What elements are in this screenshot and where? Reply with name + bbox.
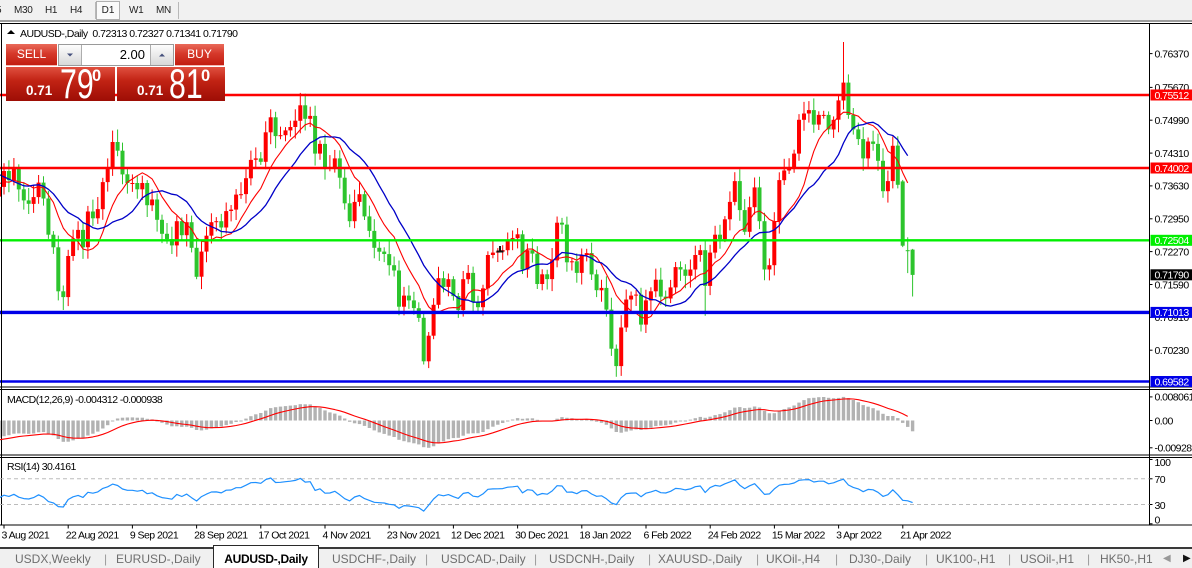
svg-text:23 Nov 2021: 23 Nov 2021 — [387, 530, 441, 542]
svg-text:18 Jan 2022: 18 Jan 2022 — [579, 530, 631, 542]
svg-text:28 Sep 2021: 28 Sep 2021 — [194, 530, 248, 542]
svg-text:0: 0 — [1155, 514, 1161, 526]
svg-text:0.76370: 0.76370 — [1155, 48, 1190, 60]
svg-text:21 Apr 2022: 21 Apr 2022 — [900, 530, 951, 542]
svg-text:3 Aug 2021: 3 Aug 2021 — [2, 530, 50, 542]
svg-text:0.71013: 0.71013 — [1155, 307, 1190, 319]
svg-text:12 Dec 2021: 12 Dec 2021 — [451, 530, 505, 542]
svg-text:0.74990: 0.74990 — [1155, 115, 1190, 127]
svg-text:100: 100 — [1155, 457, 1172, 469]
svg-text:0.75512: 0.75512 — [1155, 90, 1190, 102]
svg-text:9 Sep 2021: 9 Sep 2021 — [130, 530, 179, 542]
svg-text:15 Mar 2022: 15 Mar 2022 — [772, 530, 826, 542]
svg-text:0.008061: 0.008061 — [1155, 392, 1192, 404]
svg-text:0.71790: 0.71790 — [1155, 270, 1190, 282]
svg-text:RSI(14) 30.4161: RSI(14) 30.4161 — [7, 461, 77, 473]
svg-text:0.00: 0.00 — [1155, 415, 1174, 427]
svg-text:3 Apr 2022: 3 Apr 2022 — [836, 530, 882, 542]
svg-text:6 Feb 2022: 6 Feb 2022 — [644, 530, 692, 542]
svg-text:24 Feb 2022: 24 Feb 2022 — [708, 530, 762, 542]
svg-text:0.71590: 0.71590 — [1155, 279, 1190, 291]
svg-text:30: 30 — [1155, 500, 1166, 512]
svg-text:0.72504: 0.72504 — [1155, 235, 1190, 247]
svg-text:0.72950: 0.72950 — [1155, 214, 1190, 226]
svg-text:0.74002: 0.74002 — [1155, 163, 1190, 175]
svg-text:70: 70 — [1155, 474, 1166, 486]
svg-text:0.70230: 0.70230 — [1155, 345, 1190, 357]
svg-text:-0.009286: -0.009286 — [1155, 443, 1192, 455]
svg-text:MACD(12,26,9) -0.004312 -0.000: MACD(12,26,9) -0.004312 -0.000938 — [7, 394, 163, 406]
svg-text:22 Aug 2021: 22 Aug 2021 — [66, 530, 120, 542]
svg-text:4 Nov 2021: 4 Nov 2021 — [323, 530, 372, 542]
svg-text:17 Oct 2021: 17 Oct 2021 — [258, 530, 310, 542]
svg-text:0.72270: 0.72270 — [1155, 246, 1190, 258]
svg-text:0.69582: 0.69582 — [1155, 376, 1190, 388]
svg-text:0.73630: 0.73630 — [1155, 181, 1190, 193]
svg-text:30 Dec 2021: 30 Dec 2021 — [515, 530, 569, 542]
svg-text:0.74310: 0.74310 — [1155, 148, 1190, 160]
